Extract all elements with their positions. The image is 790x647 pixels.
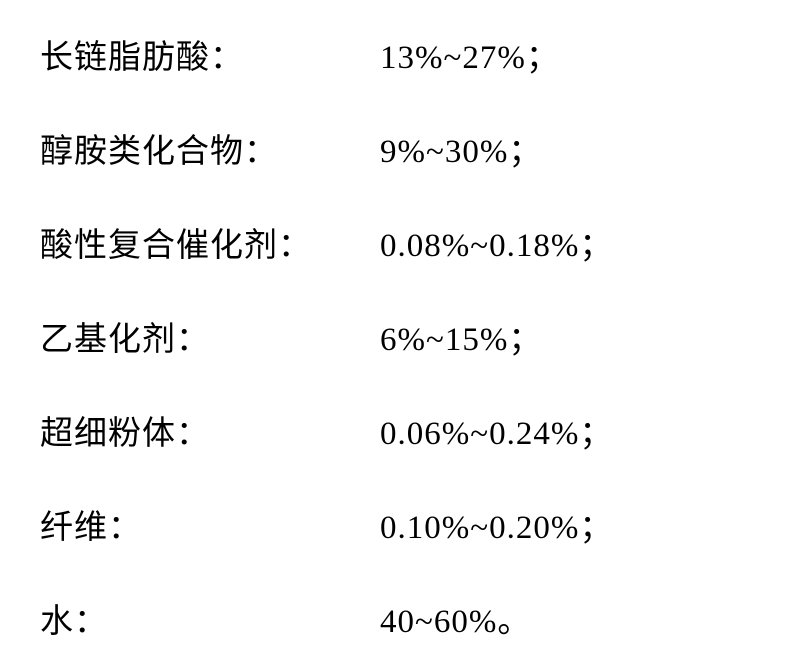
row-label: 乙基化剂： [40,312,380,360]
table-row: 乙基化剂： 6%~15%； [40,312,750,360]
row-value: 6%~15%； [380,312,542,360]
table-row: 纤维： 0.10%~0.20%； [40,500,750,548]
row-value: 0.06%~0.24%； [380,406,613,454]
row-label: 超细粉体： [40,406,380,454]
table-row: 长链脂肪酸： 13%~27%； [40,30,750,78]
row-value: 0.08%~0.18%； [380,218,613,266]
row-label: 醇胺类化合物： [40,124,380,172]
row-label: 酸性复合催化剂： [40,218,380,266]
table-row: 超细粉体： 0.06%~0.24%； [40,406,750,454]
row-value: 40~60%。 [380,594,531,642]
composition-table: 长链脂肪酸： 13%~27%； 醇胺类化合物： 9%~30%； 酸性复合催化剂：… [40,30,750,642]
table-row: 酸性复合催化剂： 0.08%~0.18%； [40,218,750,266]
table-row: 醇胺类化合物： 9%~30%； [40,124,750,172]
row-value: 13%~27%； [380,30,560,78]
row-value: 0.10%~0.20%； [380,500,613,548]
row-label: 纤维： [40,500,380,548]
row-label: 水： [40,594,380,642]
row-label: 长链脂肪酸： [40,30,380,78]
table-row: 水： 40~60%。 [40,594,750,642]
row-value: 9%~30%； [380,124,542,172]
